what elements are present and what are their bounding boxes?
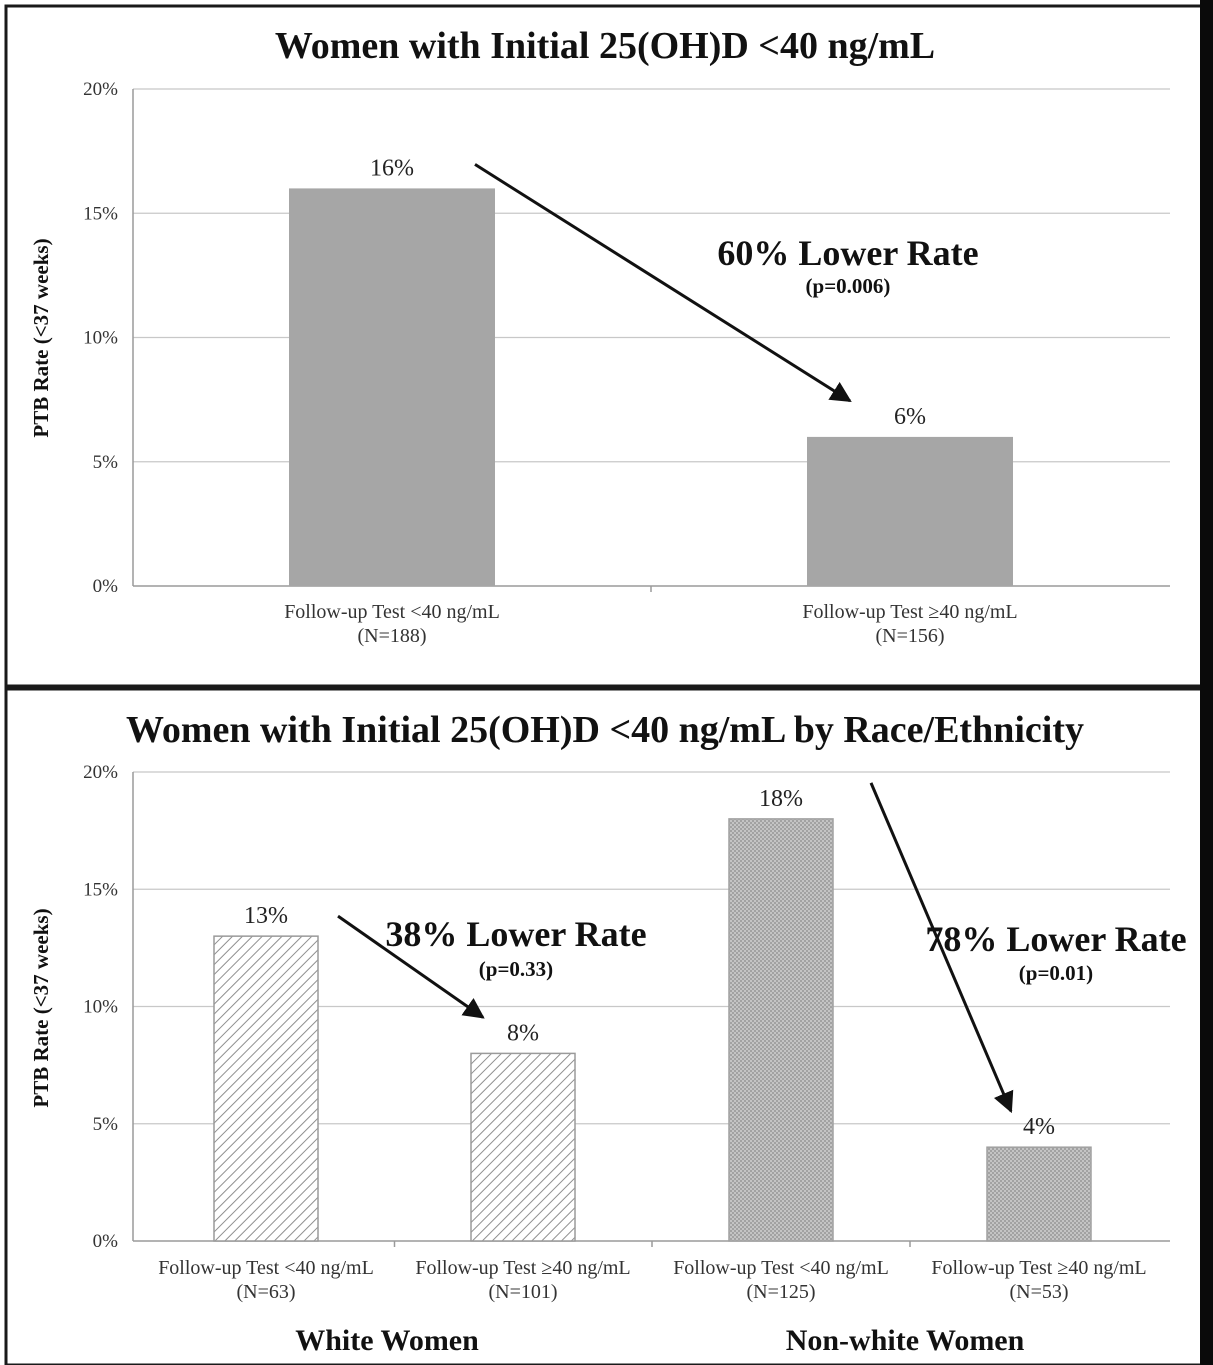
y-tick-label: 5% — [93, 1114, 119, 1135]
group-label-non-white-women: Non-white Women — [786, 1324, 1025, 1357]
bars — [289, 188, 1013, 586]
category-label: Follow-up Test ≥40 ng/mL — [802, 601, 1017, 623]
y-tick-label: 15% — [83, 203, 118, 224]
bar — [986, 1146, 1092, 1242]
bar — [807, 436, 1013, 586]
y-tick-label: 5% — [93, 452, 119, 473]
annotation-arrow — [474, 163, 852, 403]
category-n-label: (N=63) — [236, 1281, 295, 1303]
category-label: Follow-up Test ≥40 ng/mL — [415, 1257, 630, 1279]
y-tick-label: 0% — [93, 1231, 119, 1252]
data-label: 8% — [507, 1020, 539, 1046]
category-n-label: (N=188) — [357, 625, 426, 647]
panel-overall: Women with Initial 25(OH)D <40 ng/mL PTB… — [4, 4, 1206, 688]
data-label: 16% — [370, 155, 414, 181]
category-n-label: (N=125) — [746, 1281, 815, 1303]
data-label: 4% — [1023, 1114, 1055, 1140]
category-label: Follow-up Test ≥40 ng/mL — [931, 1257, 1146, 1279]
y-tick-label: 20% — [83, 79, 118, 100]
annotation-p-value: (p=0.006) — [806, 274, 891, 298]
category-labels: Follow-up Test <40 ng/mL(N=63)Follow-up … — [158, 1257, 1146, 1303]
bar — [213, 935, 319, 1242]
category-n-label: (N=53) — [1009, 1281, 1068, 1303]
data-labels: 13% 8% 18% 4% — [244, 786, 1055, 1140]
panel-frame — [4, 4, 1206, 688]
category-label: Follow-up Test <40 ng/mL — [673, 1257, 889, 1279]
category-label: Follow-up Test <40 ng/mL — [284, 601, 500, 623]
annotation-p-value: (p=0.01) — [1019, 961, 1093, 985]
chart-title: Women with Initial 25(OH)D <40 ng/mL — [275, 25, 935, 67]
bars — [213, 818, 1092, 1242]
data-label: 13% — [244, 903, 288, 929]
annotation-arrow — [337, 914, 485, 1019]
y-tick-labels: 0% 5% 10% 15% 20% — [83, 79, 118, 597]
data-label: 6% — [894, 404, 926, 430]
y-tick-label: 15% — [83, 879, 118, 900]
y-tick-labels: 0% 5% 10% 15% 20% — [83, 762, 118, 1252]
annotation-lower-rate: 78% Lower Rate — [925, 919, 1186, 959]
panel-race-ethnicity: Women with Initial 25(OH)D <40 ng/mL by … — [4, 687, 1206, 1365]
annotation-arrow — [869, 782, 1014, 1114]
annotation-lower-rate: 60% Lower Rate — [717, 233, 978, 273]
bar — [289, 188, 495, 586]
group-label-white-women: White Women — [295, 1324, 479, 1357]
category-label: Follow-up Test <40 ng/mL — [158, 1257, 374, 1279]
category-labels: Follow-up Test <40 ng/mL(N=188) Follow-up… — [284, 601, 1017, 647]
chart-title: Women with Initial 25(OH)D <40 ng/mL by … — [126, 709, 1084, 751]
y-axis-label: PTB Rate (<37 weeks) — [29, 908, 53, 1107]
category-n-label: (N=101) — [488, 1281, 557, 1303]
data-label: 18% — [759, 786, 803, 812]
category-n-label: (N=156) — [875, 625, 944, 647]
annotation-p-value: (p=0.33) — [479, 957, 553, 981]
y-tick-label: 20% — [83, 762, 118, 783]
y-axis-label: PTB Rate (<37 weeks) — [29, 238, 53, 437]
panel-frame — [4, 687, 1206, 1365]
y-tick-label: 0% — [93, 576, 119, 597]
bar — [470, 1052, 576, 1242]
y-tick-label: 10% — [83, 997, 118, 1018]
data-labels: 16% 6% — [370, 155, 926, 430]
bar — [728, 818, 834, 1242]
y-tick-label: 10% — [83, 328, 118, 349]
annotation-lower-rate: 38% Lower Rate — [385, 914, 646, 954]
right-border — [1200, 0, 1213, 1365]
